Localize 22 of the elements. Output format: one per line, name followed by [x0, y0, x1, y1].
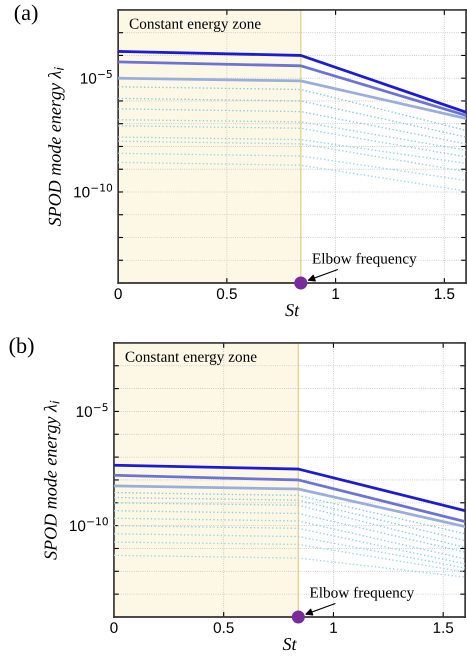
- x-tick-label: 0: [114, 288, 122, 300]
- annotation: Elbow frequency: [312, 252, 417, 267]
- x-tick-label: 1.5: [434, 622, 454, 634]
- x-axis-title: St: [285, 304, 300, 316]
- chart-title: (a): [14, 4, 38, 25]
- x-tick-label: 0.5: [216, 288, 237, 300]
- x-tick-label: 1.5: [434, 288, 454, 300]
- chart-title: (b): [10, 337, 34, 358]
- y-tick-label: 10$^{−10}$: [74, 184, 112, 198]
- y-axis-title: SPOD mode energy λ$_{i}$: [48, 67, 65, 226]
- x-tick-label: 0.5: [214, 622, 234, 634]
- y-tick-label: 10$^{−5}$: [80, 70, 112, 84]
- y-tick-label: 10$^{−5}$: [76, 403, 108, 418]
- x-tick-label: 1: [332, 288, 340, 299]
- x-axis-title: St: [282, 638, 297, 650]
- y-axis-title: SPOD mode energy λ$_{i}$: [44, 400, 60, 560]
- y-tick-label: 10$^{−10}$: [70, 517, 108, 532]
- x-tick-label: 1: [330, 622, 337, 633]
- annotation: Elbow frequency: [310, 586, 414, 601]
- band-label: Constant energy zone: [130, 18, 261, 32]
- band-label: Constant energy zone: [126, 352, 256, 365]
- x-tick-label: 0: [110, 622, 118, 634]
